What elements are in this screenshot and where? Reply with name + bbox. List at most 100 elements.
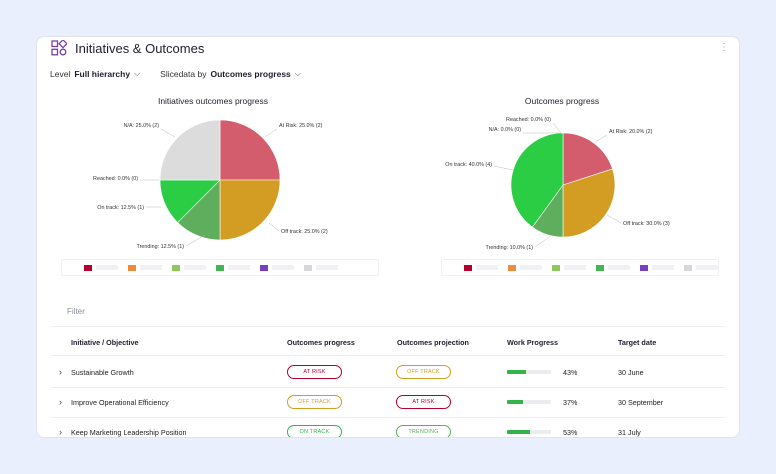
pie-data-label: At Risk: 20.0% (2) — [609, 129, 653, 135]
progress-bar — [507, 430, 551, 434]
legend-item[interactable] — [216, 264, 250, 271]
divider — [51, 387, 725, 388]
initiative-name[interactable]: Keep Marketing Leadership Position — [71, 427, 187, 437]
pie-slice-at-risk[interactable] — [562, 132, 613, 186]
page-title: Initiatives & Outcomes — [75, 40, 205, 56]
leader-line — [606, 214, 622, 224]
level-label: Level — [50, 69, 71, 79]
table-row[interactable]: › Keep Marketing Leadership Position ON … — [51, 417, 725, 437]
work-progress-cell: 43% — [507, 357, 577, 387]
chart-title-outcomes: Outcomes progress — [524, 96, 600, 106]
col-initiative[interactable]: Initiative / Objective — [71, 338, 139, 347]
divider — [51, 417, 725, 418]
progress-bar — [507, 370, 551, 374]
leader-line — [268, 222, 280, 232]
work-progress-value: 37% — [563, 397, 578, 407]
pie-data-label: Reached: 0.0% (0) — [506, 117, 551, 123]
pie-slice-n-a[interactable] — [159, 119, 221, 181]
legend-item[interactable] — [640, 264, 674, 271]
chart-title-initiatives: Initiatives outcomes progress — [157, 96, 269, 106]
chevron-right-icon[interactable]: › — [59, 397, 62, 407]
pie-slice-on-track[interactable] — [510, 132, 564, 228]
legend-item[interactable] — [684, 264, 718, 271]
target-date: 31 July — [618, 427, 641, 437]
status-badge: AT RISK — [396, 395, 451, 409]
pie-data-label: Reached: 0.0% (0) — [93, 176, 138, 182]
outcomes-progress-cell: AT RISK — [287, 357, 342, 387]
target-date: 30 June — [618, 367, 644, 377]
work-progress-cell: 53% — [507, 417, 577, 437]
progress-bar-fill — [507, 370, 526, 374]
legend-swatch — [128, 264, 136, 271]
legend-swatch — [260, 264, 268, 271]
leader-line — [493, 165, 514, 171]
legend-label — [476, 265, 498, 270]
legend-item[interactable] — [304, 264, 338, 271]
table-filter-input[interactable]: Filter — [67, 307, 85, 316]
chevron-right-icon[interactable]: › — [59, 367, 62, 377]
pie-data-label: N/A: 0.0% (0) — [489, 127, 522, 133]
pie-slice-off-track[interactable] — [562, 168, 616, 238]
initiatives-outcomes-card: Initiatives & Outcomes ⋮ Level Full hier… — [36, 36, 740, 438]
chevron-down-icon[interactable]: ⌵ — [294, 69, 301, 78]
legend-label — [96, 265, 118, 270]
pie-slice-off-track[interactable] — [219, 179, 281, 241]
legend-item[interactable] — [596, 264, 630, 271]
leader-line — [160, 128, 176, 138]
chevron-down-icon[interactable]: ⌵ — [134, 69, 141, 78]
table-row[interactable]: › Sustainable Growth AT RISK OFF TRACK 4… — [51, 357, 725, 387]
legend-swatch — [304, 264, 312, 271]
slice-label: Slicedata by — [160, 69, 207, 79]
filters-bar: Level Full hierarchy ⌵ Slicedata by Outc… — [50, 69, 321, 79]
kebab-icon[interactable]: ⋮ — [719, 42, 729, 53]
legend-item[interactable] — [128, 264, 162, 271]
status-badge: TRENDING — [396, 425, 451, 437]
chevron-right-icon[interactable]: › — [59, 427, 62, 437]
pie-data-label: Off track: 30.0% (3) — [623, 221, 670, 227]
legend-swatch — [684, 264, 692, 271]
leader-line — [594, 134, 608, 143]
pie-data-label: At Risk: 25.0% (2) — [279, 123, 323, 129]
legend-item[interactable] — [508, 264, 542, 271]
level-select[interactable]: Full hierarchy — [74, 69, 131, 79]
legend-item[interactable] — [464, 264, 498, 271]
legend-label — [140, 265, 162, 270]
legend-outcomes — [441, 259, 719, 276]
pie-data-label: Trending: 10.0% (1) — [486, 245, 534, 251]
legend-item[interactable] — [260, 264, 294, 271]
legend-label — [316, 265, 338, 270]
legend-initiatives — [61, 259, 379, 276]
legend-swatch — [84, 264, 92, 271]
table-row[interactable]: › Improve Operational Efficiency OFF TRA… — [51, 387, 725, 417]
pie-data-label: On track: 40.0% (4) — [445, 162, 492, 168]
legend-swatch — [640, 264, 648, 271]
legend-label — [228, 265, 250, 270]
slice-select[interactable]: Outcomes progress — [210, 69, 291, 79]
outcomes-progress-cell: OFF TRACK — [287, 387, 342, 417]
col-outcomes-projection[interactable]: Outcomes projection — [397, 338, 469, 347]
work-progress-cell: 37% — [507, 387, 577, 417]
legend-label — [608, 265, 630, 270]
pie-data-label: Trending: 12.5% (1) — [137, 244, 185, 250]
legend-label — [184, 265, 206, 270]
col-target-date[interactable]: Target date — [618, 338, 657, 347]
leader-line — [185, 234, 206, 247]
initiative-name[interactable]: Improve Operational Efficiency — [71, 397, 169, 407]
status-badge: OFF TRACK — [287, 395, 342, 409]
grid-shapes-icon — [51, 40, 67, 56]
work-progress-value: 43% — [563, 367, 578, 377]
status-badge: OFF TRACK — [396, 365, 451, 379]
pie-data-label: Off track: 25.0% (2) — [281, 229, 328, 235]
legend-swatch — [216, 264, 224, 271]
pie-slice-at-risk[interactable] — [219, 119, 281, 181]
legend-item[interactable] — [84, 264, 118, 271]
col-outcomes-progress[interactable]: Outcomes progress — [287, 338, 355, 347]
outcomes-projection-cell: TRENDING — [396, 417, 451, 437]
legend-item[interactable] — [172, 264, 206, 271]
initiative-name[interactable]: Sustainable Growth — [71, 367, 134, 377]
progress-bar-fill — [507, 430, 531, 434]
col-work-progress[interactable]: Work Progress — [507, 338, 558, 347]
divider — [51, 355, 725, 356]
legend-item[interactable] — [552, 264, 586, 271]
legend-swatch — [172, 264, 180, 271]
